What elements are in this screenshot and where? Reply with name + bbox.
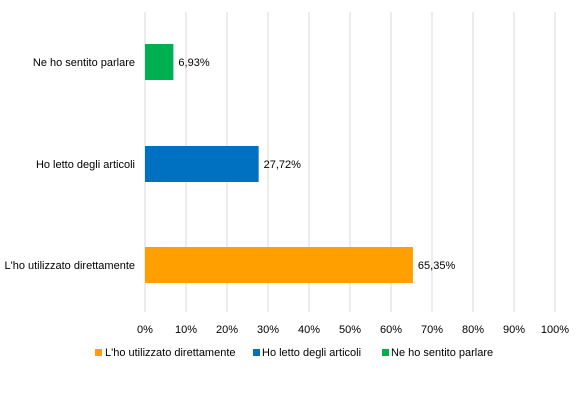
legend-label: L'ho utilizzato direttamente — [105, 347, 236, 359]
x-tick-label: 40% — [298, 324, 320, 336]
labels: 0% 10% 20% 30% 40% 50% 60% 70% 80% 90% 100% Ne ho s… — [4, 57, 569, 336]
x-tick-label: 100% — [541, 324, 569, 336]
bar-1 — [145, 146, 259, 182]
legend-label: Ho letto degli articoli — [262, 347, 361, 359]
x-tick-label: 80% — [462, 324, 484, 336]
data-label: 27,72% — [264, 159, 302, 171]
category-label: Ho letto degli articoli — [36, 159, 135, 171]
x-tick-label: 70% — [421, 324, 443, 336]
legend-swatch — [382, 349, 389, 356]
data-label: 65,35% — [418, 260, 456, 272]
bars — [145, 44, 413, 283]
category-label: L'ho utilizzato direttamente — [4, 260, 135, 272]
x-tick-label: 10% — [175, 324, 197, 336]
legend: L'ho utilizzato direttamente Ho letto deg… — [95, 347, 493, 359]
category-label: Ne ho sentito parlare — [33, 57, 135, 69]
bar-0 — [145, 44, 174, 80]
legend-label: Ne ho sentito parlare — [391, 347, 493, 359]
x-tick-label: 60% — [380, 324, 402, 336]
x-tick-label: 20% — [216, 324, 238, 336]
data-label: 6,93% — [178, 57, 209, 69]
x-tick-label: 0% — [137, 324, 153, 336]
x-tick-label: 90% — [503, 324, 525, 336]
x-tick-label: 30% — [257, 324, 279, 336]
bar-2 — [145, 247, 413, 283]
legend-swatch — [253, 349, 260, 356]
gridlines — [144, 12, 556, 312]
legend-swatch — [95, 349, 102, 356]
x-tick-label: 50% — [339, 324, 361, 336]
